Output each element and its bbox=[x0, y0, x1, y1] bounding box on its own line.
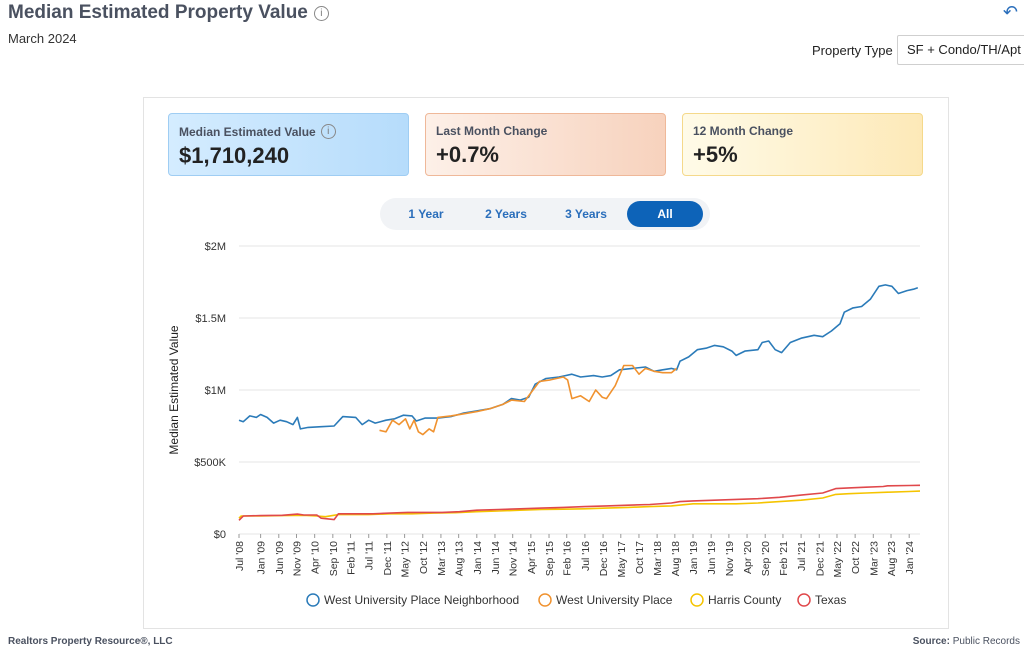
footer-source: Source: Public Records bbox=[913, 636, 1020, 647]
share-icon[interactable]: ↶ bbox=[1002, 2, 1018, 22]
page-subtitle: March 2024 bbox=[8, 31, 77, 46]
footer-source-value: Public Records bbox=[952, 636, 1020, 647]
stat-card-last-month: Last Month Change +0.7% bbox=[425, 113, 666, 176]
footer-copyright: Realtors Property Resource®, LLC bbox=[8, 636, 173, 647]
property-type-select[interactable]: SF + Condo/TH/Apt bbox=[897, 35, 1024, 65]
stat-card-12-month: 12 Month Change +5% bbox=[682, 113, 923, 176]
page-title-text: Median Estimated Property Value bbox=[8, 2, 308, 23]
range-button-3-years[interactable]: 3 Years bbox=[565, 207, 607, 221]
chart-panel bbox=[143, 97, 949, 629]
info-icon[interactable]: i bbox=[313, 5, 329, 21]
stat-value: $1,710,240 bbox=[179, 143, 290, 168]
time-range-selector: 1 Year 2 Years 3 Years All bbox=[380, 198, 710, 230]
page-title: Median Estimated Property Value i bbox=[8, 2, 329, 24]
property-type-label: Property Type bbox=[812, 43, 893, 58]
footer-source-label: Source: bbox=[912, 636, 950, 647]
stat-value: +5% bbox=[693, 142, 738, 167]
stat-card-median: Median Estimated Value i $1,710,240 bbox=[168, 113, 409, 176]
stat-label: 12 Month Change bbox=[693, 124, 794, 138]
range-button-all[interactable]: All bbox=[627, 201, 703, 227]
range-button-1-year[interactable]: 1 Year bbox=[408, 207, 444, 221]
info-icon[interactable]: i bbox=[320, 124, 336, 139]
stat-value: +0.7% bbox=[436, 142, 499, 167]
stat-label: Last Month Change bbox=[436, 124, 548, 138]
range-button-2-years[interactable]: 2 Years bbox=[485, 207, 527, 221]
stat-label: Median Estimated Value bbox=[179, 124, 316, 139]
